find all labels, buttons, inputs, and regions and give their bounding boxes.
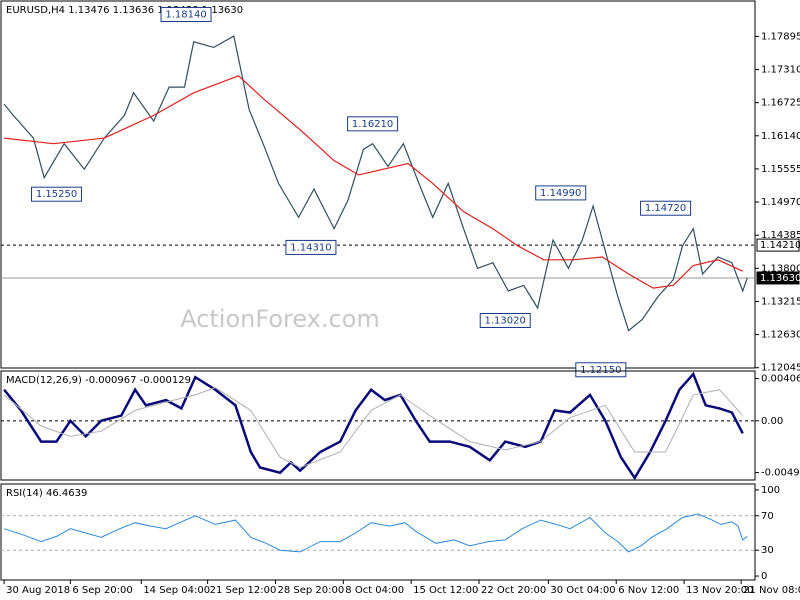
y-tick-label: 1.17310	[761, 65, 800, 76]
y-tick-label: 0	[761, 571, 767, 582]
x-tick-label: 30 Aug 2018	[6, 585, 70, 596]
x-tick-label: 6 Sep 20:00	[72, 585, 132, 596]
y-tick-label: 1.17895	[761, 31, 800, 42]
panel-title: EURUSD,H4 1.13476 1.13636 1.13438 1.1363…	[6, 5, 243, 16]
y-tick-label: 1.16140	[761, 131, 800, 142]
level-box	[756, 238, 800, 252]
annotation-label: 1.15250	[36, 189, 77, 200]
x-tick-label: 22 Oct 20:00	[481, 585, 546, 596]
series-line	[3, 387, 744, 469]
y-tick-label: 100	[761, 485, 780, 496]
x-tick-label: 6 Nov 12:00	[618, 585, 679, 596]
y-tick-label: 1.14970	[761, 197, 800, 208]
annotation-label: 1.14990	[540, 188, 581, 199]
x-tick-label: 21 Sep 12:00	[210, 585, 277, 596]
panel-title: MACD(12,26,9) -0.000967 -0.000129	[6, 375, 191, 386]
y-tick-label: 0.004069	[761, 374, 800, 385]
x-tick-label: 30 Oct 04:00	[550, 585, 615, 596]
y-tick-label: 1.12045	[761, 363, 800, 374]
annotation-box	[575, 362, 627, 378]
level-label: 1.13630	[760, 273, 800, 284]
annotation-box	[160, 7, 212, 23]
panel-title: RSI(14) 46.4639	[6, 488, 87, 499]
annotation-box	[535, 185, 587, 201]
y-tick-label: 1.14385	[761, 230, 800, 241]
panel-frame	[0, 483, 756, 581]
series-line	[4, 75, 743, 289]
level-box	[756, 271, 800, 285]
x-tick-label: 13 Nov 20:00	[686, 585, 753, 596]
x-tick-label: 15 Oct 12:00	[413, 585, 478, 596]
y-tick-label: 1.15555	[761, 164, 800, 175]
x-tick-label: 14 Sep 04:00	[143, 585, 210, 596]
annotation-box	[285, 239, 337, 255]
annotation-label: 1.14310	[290, 242, 331, 253]
annotation-box	[31, 186, 83, 202]
annotation-box	[479, 312, 531, 328]
x-tick-label: 21 Nov 08:00	[743, 585, 800, 596]
y-tick-label: 1.13215	[761, 296, 800, 307]
annotation-label: 1.12150	[580, 365, 621, 376]
annotation-label: 1.13020	[485, 315, 526, 326]
y-tick-label: 70	[761, 511, 774, 522]
level-label: 1.14210	[760, 240, 800, 251]
panel-frame	[0, 0, 756, 369]
annotation-box	[640, 200, 692, 216]
y-tick-label: 1.13800	[761, 263, 800, 274]
annotation-box	[347, 116, 399, 132]
panel-frame	[0, 370, 756, 481]
x-tick-label: 8 Oct 04:00	[345, 585, 404, 596]
annotation-label: 1.14720	[645, 203, 686, 214]
y-tick-label: 1.12630	[761, 330, 800, 341]
series-line	[3, 371, 744, 481]
series-line	[3, 513, 748, 553]
y-tick-label: 1.16725	[761, 98, 800, 109]
y-tick-label: 30	[761, 545, 774, 556]
annotation-label: 1.16210	[352, 119, 393, 130]
watermark: ActionForex.com	[180, 305, 380, 333]
series-line	[3, 35, 748, 332]
x-tick-label: 28 Sep 20:00	[277, 585, 344, 596]
annotation-label: 1.18140	[165, 10, 206, 21]
y-tick-label: -0.004981	[761, 468, 800, 479]
y-tick-label: 0.00	[761, 416, 783, 427]
